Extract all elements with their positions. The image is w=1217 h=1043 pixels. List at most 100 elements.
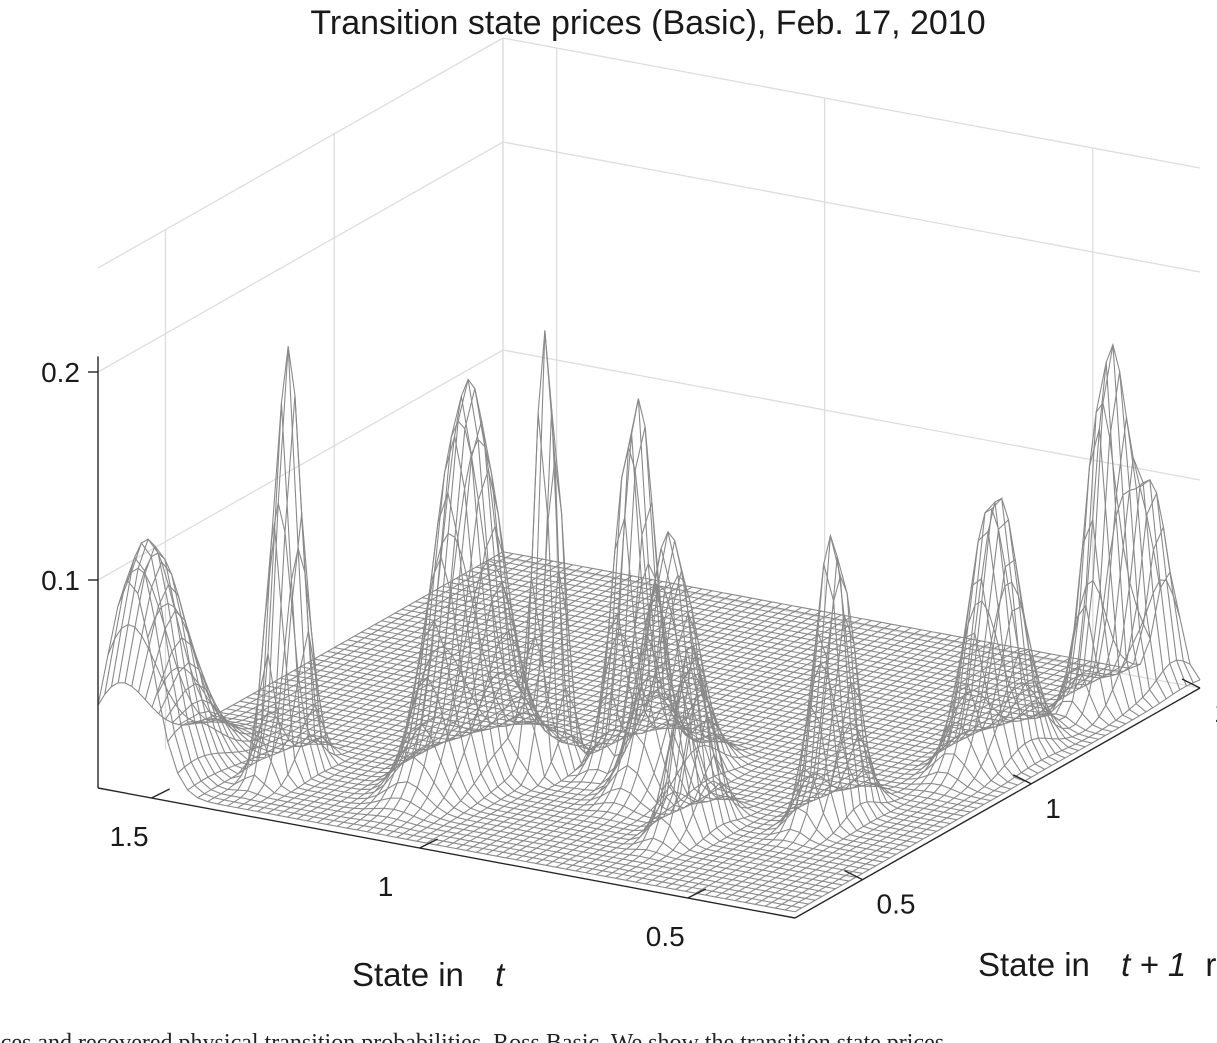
mesh-line-x xyxy=(247,579,653,811)
grid-top-left-edge xyxy=(97,37,504,269)
mesh-line-x xyxy=(774,579,1181,909)
mesh-line-x xyxy=(237,548,643,809)
y-tick-label: 0.5 xyxy=(877,889,916,920)
mesh-line-y xyxy=(266,426,964,817)
z-tick-labels: 0.1 0.2 xyxy=(41,357,80,596)
mesh-line-x xyxy=(316,592,723,824)
mesh-line-x xyxy=(515,583,922,861)
mesh-line-x xyxy=(356,420,763,831)
x-tick-mark xyxy=(151,788,170,799)
axes-grid xyxy=(97,37,1201,750)
mesh-line-y xyxy=(165,395,863,874)
mesh-line-y xyxy=(462,371,1160,704)
mesh-line-x xyxy=(227,346,633,807)
mesh-line-x xyxy=(396,606,802,838)
x-tick-mark xyxy=(687,888,707,899)
surface-mesh xyxy=(97,330,1201,913)
x-tick-labels: 1.5 1 0.5 xyxy=(110,821,685,952)
y-tick-label: 1 xyxy=(1045,793,1061,824)
mesh-line-x xyxy=(535,574,942,864)
mesh-line-x xyxy=(257,580,663,812)
mesh-line-x xyxy=(715,666,1121,898)
mesh-line-x xyxy=(376,438,783,835)
mesh-line-x xyxy=(157,562,564,735)
mesh-line-x xyxy=(466,446,872,851)
mesh-line-x xyxy=(207,571,613,803)
mesh-line-x xyxy=(107,553,514,724)
x-axis-label-prefix: State in xyxy=(352,956,464,993)
mesh-line-x xyxy=(625,649,1032,881)
mesh-line-x xyxy=(615,647,1022,879)
axes-box xyxy=(88,356,1201,919)
mesh-line-x xyxy=(177,566,583,774)
mesh-line-y xyxy=(151,402,850,882)
mesh-line-x xyxy=(754,342,1161,905)
x-tick-label: 1.5 xyxy=(110,821,149,852)
mesh-line-x xyxy=(496,625,902,857)
mesh-line-x xyxy=(276,584,683,816)
mesh-line-x xyxy=(734,508,1141,902)
mesh-line-x xyxy=(386,559,793,836)
mesh-line-x xyxy=(605,644,1012,877)
mesh-line-x xyxy=(555,636,962,868)
mesh-line-x xyxy=(575,640,982,872)
grid-top-back-edge xyxy=(502,37,1201,169)
x-axis-line xyxy=(97,787,796,919)
mesh-line-x xyxy=(486,561,892,855)
mesh-line-x xyxy=(346,532,753,829)
mesh-line-x xyxy=(147,560,554,730)
mesh-line-x xyxy=(456,618,862,850)
y-tick-mark xyxy=(1012,774,1032,785)
mesh-line-x xyxy=(784,659,1191,911)
grid-z-line-1 xyxy=(97,141,1201,373)
mesh-line-x xyxy=(197,569,603,799)
mesh-line-x xyxy=(705,574,1111,896)
mesh-line-x xyxy=(665,657,1071,889)
mesh-line-x xyxy=(406,608,812,840)
mesh-line-x xyxy=(127,538,534,724)
mesh-line-x xyxy=(187,567,593,791)
mesh-line-x xyxy=(446,616,852,848)
mesh-line-x xyxy=(545,634,952,866)
mesh-line-x xyxy=(296,588,703,820)
mesh-line-x xyxy=(764,479,1171,907)
mesh-line-x xyxy=(266,582,673,814)
mesh-line-x xyxy=(645,653,1051,885)
z-tick-label: 0.1 xyxy=(41,565,80,596)
y-axis-label: State in t + 1 r xyxy=(978,946,1216,983)
mesh-line-x xyxy=(137,552,544,726)
chart-title: Transition state prices (Basic), Feb. 17… xyxy=(310,4,985,42)
mesh-line-x xyxy=(217,502,623,805)
x-axis-label-variable: t xyxy=(495,956,506,993)
mesh-line-y xyxy=(158,346,856,878)
mesh-line-x xyxy=(794,679,1201,913)
mesh-line-x xyxy=(585,642,992,874)
y-tick-mark xyxy=(1181,678,1201,689)
mesh-line-x xyxy=(426,459,832,844)
x-axis-label: State in t xyxy=(352,956,506,993)
mesh-line-x xyxy=(725,600,1131,900)
mesh-line-x xyxy=(416,330,822,842)
mesh-line-x xyxy=(685,660,1091,892)
mesh-line-x xyxy=(436,614,842,846)
mesh-line-x xyxy=(744,401,1151,903)
x-tick-label: 0.5 xyxy=(646,921,685,952)
x-tick-mark xyxy=(419,838,439,849)
mesh-line-x xyxy=(505,627,912,859)
figure-caption: ices and recovered physical transition p… xyxy=(0,1030,945,1043)
y-axis-label-prefix: State in xyxy=(978,946,1090,983)
mesh-line-x xyxy=(655,655,1061,887)
mesh-line-x xyxy=(675,658,1081,890)
y-tick-label: 1 xyxy=(1214,697,1217,728)
y-axis-label-clipped: r xyxy=(1205,946,1216,983)
mesh-line-x xyxy=(117,554,524,723)
y-tick-mark xyxy=(844,870,863,881)
mesh-line-x xyxy=(97,551,504,726)
z-tick-label: 0.2 xyxy=(41,357,80,388)
mesh-line-x xyxy=(286,586,693,818)
x-tick-label: 1 xyxy=(378,871,394,902)
y-tick-labels: 0.5 1 1 xyxy=(877,697,1217,920)
mesh-line-x xyxy=(595,644,1002,876)
